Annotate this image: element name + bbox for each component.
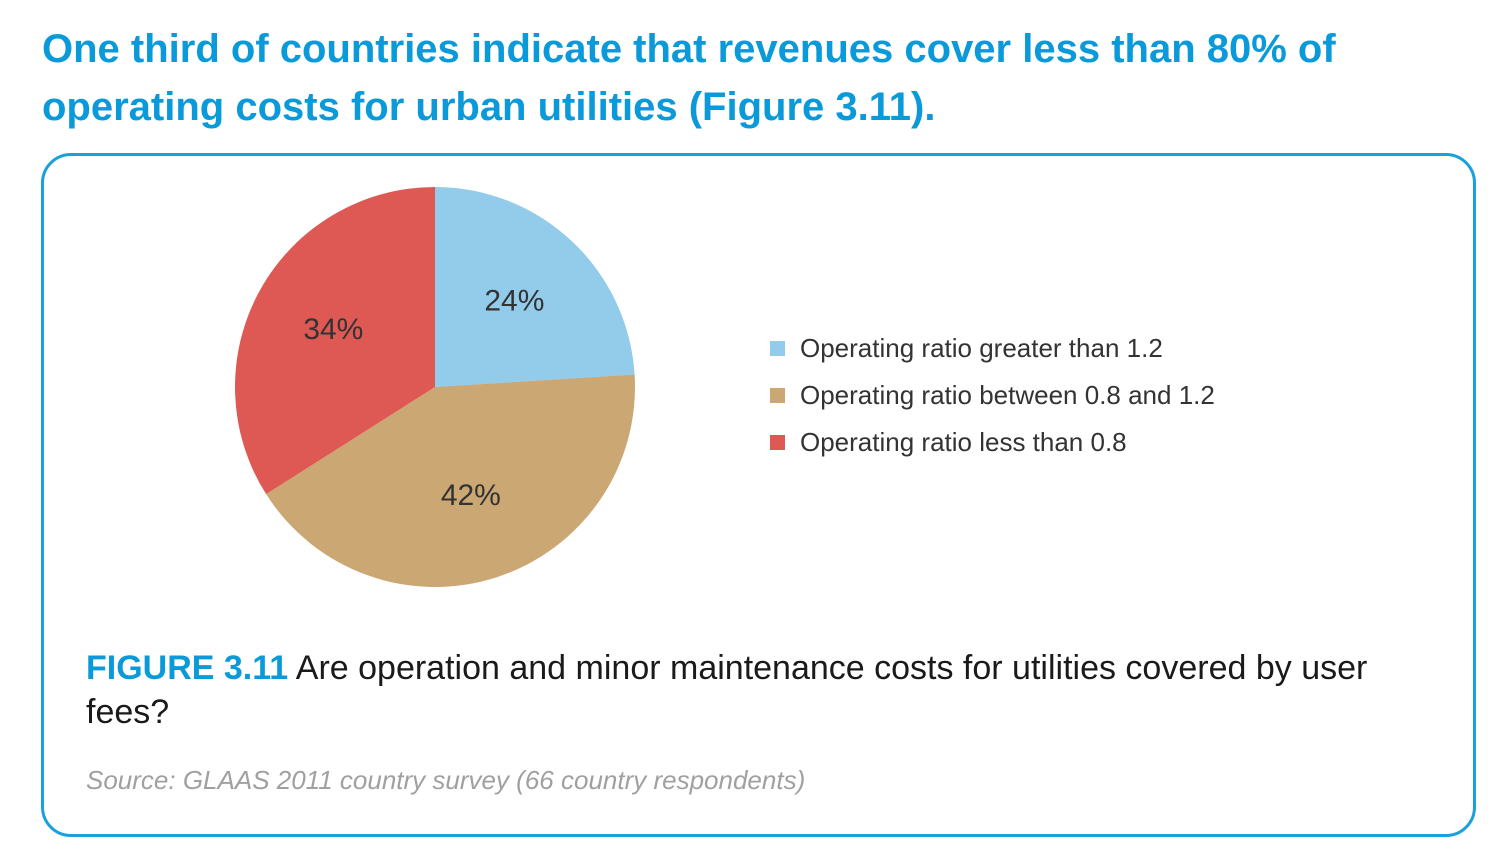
pie-slice-2: [266, 374, 635, 587]
legend-label-1: Operating ratio greater than 1.2: [800, 333, 1163, 363]
legend-swatch-2: [770, 388, 785, 403]
page-headline: One third of countries indicate that rev…: [42, 27, 1336, 129]
legend-swatch-1: [770, 341, 785, 356]
pie-slice-3: [235, 187, 435, 495]
figure-source: Source: GLAAS 2011 country survey (66 co…: [86, 765, 806, 795]
figure-caption: FIGURE 3.11 Are operation and minor main…: [86, 646, 1426, 734]
figure-frame: [41, 153, 1476, 837]
legend-item-3: Operating ratio less than 0.8: [770, 419, 1215, 466]
pie-slice-1: [435, 187, 635, 387]
figure-label: FIGURE 3.11: [86, 649, 289, 687]
pie-slice-label-2: 42%: [441, 479, 501, 512]
pie-slice-label-3: 34%: [303, 313, 363, 346]
chart-legend: Operating ratio greater than 1.2 Operatin…: [770, 325, 1215, 466]
pie-slice-label-1: 24%: [484, 284, 544, 317]
figure-caption-text: Are operation and minor maintenance cost…: [86, 649, 1368, 731]
legend-swatch-3: [770, 435, 785, 450]
legend-label-3: Operating ratio less than 0.8: [800, 427, 1127, 457]
legend-item-1: Operating ratio greater than 1.2: [770, 325, 1215, 372]
legend-item-2: Operating ratio between 0.8 and 1.2: [770, 372, 1215, 419]
legend-label-2: Operating ratio between 0.8 and 1.2: [800, 380, 1215, 410]
pie-chart: 24% 42% 34%: [235, 187, 635, 587]
